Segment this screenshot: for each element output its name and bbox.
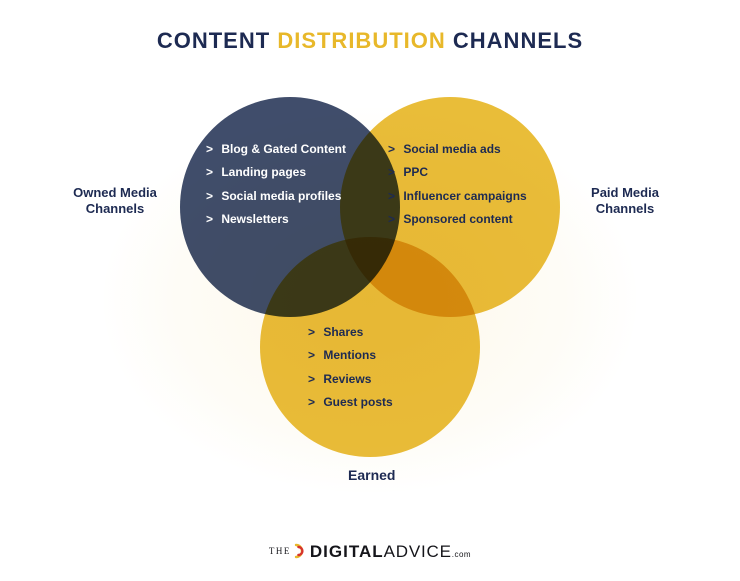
bullet-item: > Landing pages	[206, 161, 346, 184]
chevron-icon: >	[388, 208, 400, 231]
bullet-item: > PPC	[388, 161, 527, 184]
chevron-icon: >	[206, 185, 218, 208]
bullets-earned: > Shares> Mentions> Reviews> Guest posts	[308, 321, 393, 415]
bullet-item: > Social media ads	[388, 138, 527, 161]
bullet-text: Guest posts	[320, 395, 393, 409]
chevron-icon: >	[388, 138, 400, 161]
logo-dotcom: .com	[452, 550, 471, 559]
bullet-text: PPC	[400, 165, 428, 179]
chevron-icon: >	[308, 321, 320, 344]
bullet-item: > Sponsored content	[388, 208, 527, 231]
bullet-text: Sponsored content	[400, 212, 513, 226]
bullet-text: Shares	[320, 325, 363, 339]
chevron-icon: >	[308, 368, 320, 391]
infographic-stage: { "title": { "w1": "CONTENT", "w2": "DIS…	[0, 0, 740, 581]
bullets-paid: > Social media ads> PPC> Influencer camp…	[388, 138, 527, 232]
bullet-text: Mentions	[320, 348, 376, 362]
bullet-text: Social media ads	[400, 142, 501, 156]
logo-mark-icon	[293, 543, 309, 563]
label-owned-l1: Owned Media	[73, 185, 157, 200]
bullet-text: Newsletters	[218, 212, 289, 226]
bullet-text: Social media profiles	[218, 189, 341, 203]
brand-logo: THE DIGITALADVICE.com	[0, 542, 740, 563]
chevron-icon: >	[206, 138, 218, 161]
label-paid-l2: Channels	[596, 201, 655, 216]
bullet-item: > Reviews	[308, 368, 393, 391]
title-word-2: DISTRIBUTION	[277, 28, 445, 53]
bullet-item: > Guest posts	[308, 391, 393, 414]
label-paid: Paid Media Channels	[565, 185, 685, 218]
chevron-icon: >	[206, 161, 218, 184]
bullet-text: Reviews	[320, 372, 371, 386]
label-owned: Owned Media Channels	[55, 185, 175, 218]
bullet-item: > Shares	[308, 321, 393, 344]
bullet-item: > Newsletters	[206, 208, 346, 231]
bullet-item: > Mentions	[308, 344, 393, 367]
chevron-icon: >	[388, 161, 400, 184]
bullet-item: > Blog & Gated Content	[206, 138, 346, 161]
chevron-icon: >	[308, 391, 320, 414]
title-word-3: CHANNELS	[453, 28, 583, 53]
chevron-icon: >	[388, 185, 400, 208]
bullet-text: Landing pages	[218, 165, 306, 179]
bullet-text: Influencer campaigns	[400, 189, 527, 203]
label-paid-l1: Paid Media	[591, 185, 659, 200]
bullet-item: > Social media profiles	[206, 185, 346, 208]
label-owned-l2: Channels	[86, 201, 145, 216]
bullets-owned: > Blog & Gated Content> Landing pages> S…	[206, 138, 346, 232]
bullet-text: Blog & Gated Content	[218, 142, 346, 156]
logo-the: THE	[269, 546, 291, 556]
logo-brand-light: ADVICE	[384, 542, 452, 561]
chevron-icon: >	[206, 208, 218, 231]
title-word-1: CONTENT	[157, 28, 270, 53]
label-earned: Earned	[348, 467, 395, 483]
logo-brand-bold: DIGITAL	[310, 542, 384, 561]
bullet-item: > Influencer campaigns	[388, 185, 527, 208]
chevron-icon: >	[308, 344, 320, 367]
page-title: CONTENT DISTRIBUTION CHANNELS	[0, 28, 740, 54]
